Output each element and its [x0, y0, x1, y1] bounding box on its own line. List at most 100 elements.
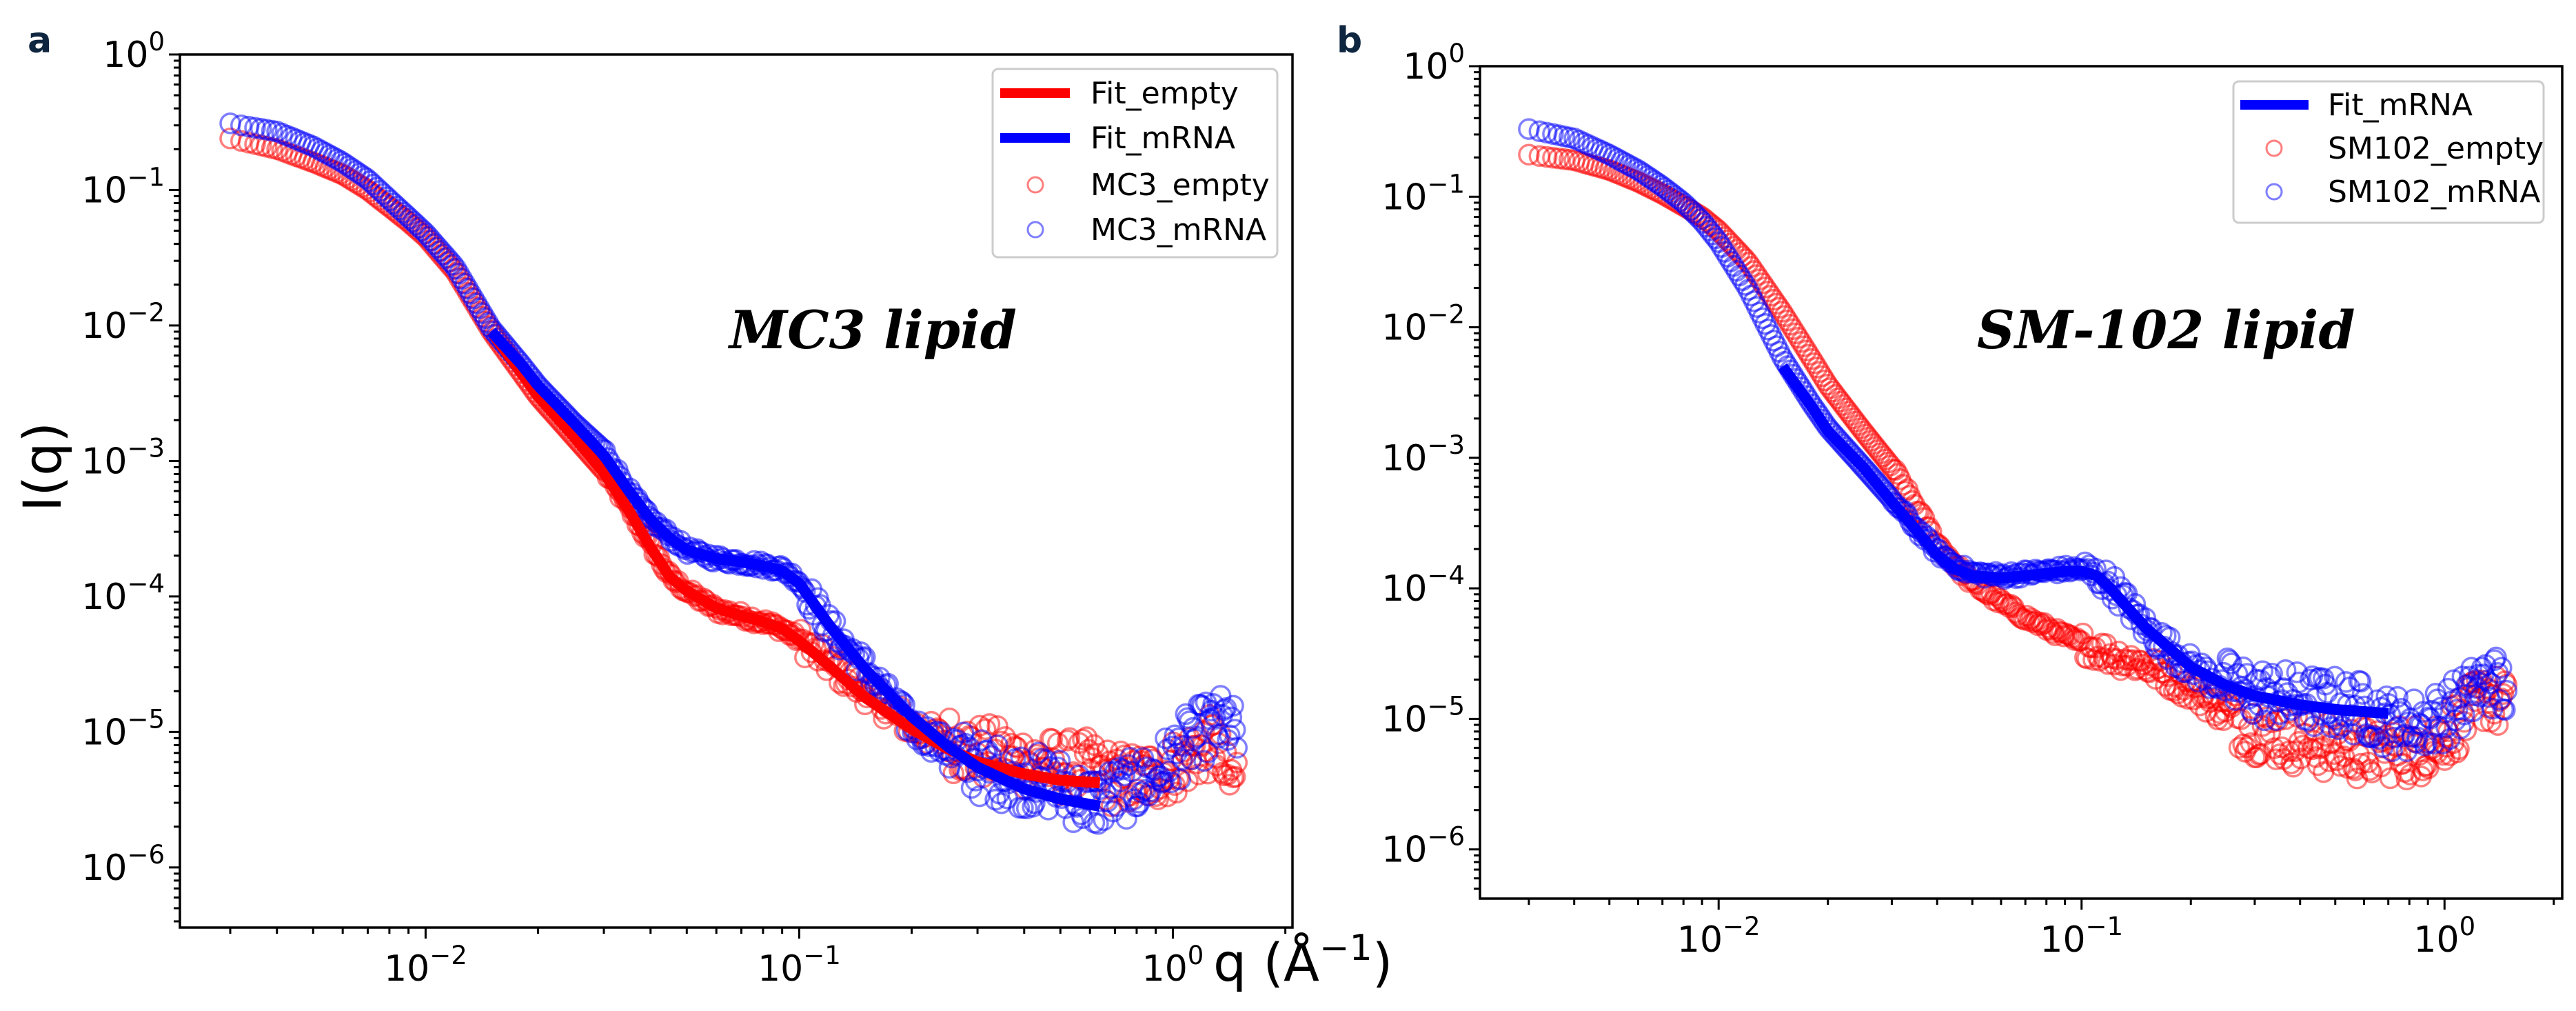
tick-exponent: −6	[127, 840, 165, 870]
y-tick-label: 10−5	[81, 704, 165, 753]
fit-line-Fit_mRNA	[1778, 363, 2391, 719]
data-point	[1075, 726, 1098, 748]
tick-exponent: −4	[1427, 561, 1465, 590]
tick-exponent: 0	[1188, 941, 1204, 970]
tick-exponent: −2	[429, 941, 467, 970]
data-point	[2492, 683, 2515, 705]
data-point	[2189, 694, 2211, 717]
tick-exponent: −2	[1723, 912, 1761, 941]
data-point	[1219, 724, 1241, 746]
tick-exponent: −1	[1427, 169, 1465, 199]
data-point	[2433, 749, 2456, 771]
y-tick-label: 10−4	[1381, 561, 1465, 610]
axes-frame	[1479, 65, 2564, 900]
legend-frame	[991, 68, 1279, 259]
tick-base: 10	[81, 577, 127, 618]
data-point	[1121, 760, 1143, 783]
tick-exponent: 0	[1448, 39, 1465, 68]
data-point	[1166, 742, 1188, 765]
data-point	[1153, 770, 1175, 793]
legend-frame	[2232, 80, 2545, 224]
data-point	[2491, 657, 2513, 679]
data-point	[1102, 800, 1124, 823]
data-point	[2483, 649, 2506, 671]
data-point	[1160, 771, 1182, 794]
y-tick-label: 10−6	[1381, 822, 1465, 871]
x-tick-label: 10−1	[758, 941, 841, 990]
data-point	[1226, 752, 1248, 774]
y-tick-label: 10−1	[81, 162, 165, 211]
tick-base: 10	[1403, 46, 1448, 88]
plot-area	[1518, 118, 2518, 791]
tick-exponent: −3	[127, 433, 165, 463]
data-point	[2379, 767, 2402, 790]
tick-exponent: −1	[127, 162, 165, 192]
tick-exponent: 0	[2460, 912, 2476, 941]
y-tick-label: 10−2	[1381, 300, 1465, 349]
y-tick-label: 10−3	[81, 433, 165, 482]
data-point	[2318, 750, 2340, 772]
legend-label-fit-mrna: Fit_mRNA	[2328, 88, 2473, 123]
panel-b-annotation: SM-102 lipid	[1977, 299, 2355, 361]
y-tick-label: 10−2	[81, 298, 165, 347]
panel-b-legend: Fit_mRNA SM102_empty SM102_mRNA	[2232, 80, 2545, 224]
tick-base: 10	[103, 34, 148, 76]
tick-base: 10	[81, 848, 127, 889]
data-point	[2303, 715, 2325, 737]
x-axis-label-sup: −1	[1319, 928, 1372, 969]
y-tick-label: 100	[103, 27, 165, 76]
y-tick-label: 100	[1403, 39, 1465, 88]
panel-letter-b: b	[1337, 20, 1362, 61]
tick-base: 10	[1142, 948, 1188, 990]
tick-exponent: −2	[127, 298, 165, 328]
data-point	[2228, 737, 2251, 759]
series-SM102_empty	[1518, 143, 2518, 791]
legend-marker-sm102-mrna	[2265, 183, 2283, 201]
data-point	[1166, 781, 1188, 804]
data-point	[2335, 671, 2357, 693]
data-point	[1048, 750, 1071, 772]
data-point	[1518, 143, 1540, 166]
tick-exponent: 0	[148, 27, 165, 57]
x-axis-label-main: q (Å	[1213, 932, 1319, 993]
panel-b-data	[1518, 118, 2518, 791]
data-point	[1222, 694, 1244, 717]
tick-base: 10	[81, 712, 127, 753]
y-tick-label: 10−6	[81, 840, 165, 889]
legend-label-mc3-empty: MC3_empty	[1091, 168, 1270, 203]
x-tick-label: 100	[2413, 912, 2475, 961]
tick-base: 10	[384, 948, 429, 990]
tick-base: 10	[2040, 919, 2085, 961]
y-tick-label: 10−4	[81, 569, 165, 618]
x-tick-label: 10−2	[1677, 912, 1761, 961]
legend-label-sm102-mrna: SM102_mRNA	[2328, 174, 2540, 210]
data-point	[791, 577, 814, 600]
legend-label-sm102-empty: SM102_empty	[2328, 131, 2544, 166]
tick-base: 10	[1381, 699, 1427, 740]
data-point	[1158, 760, 1180, 783]
tick-exponent: −2	[1427, 300, 1465, 330]
data-point	[2486, 661, 2509, 684]
data-point	[2485, 646, 2507, 669]
y-tick-label: 10−3	[1381, 430, 1465, 479]
tick-base: 10	[2413, 919, 2459, 961]
tick-base: 10	[81, 441, 127, 482]
tick-base: 10	[1677, 919, 1723, 961]
tick-base: 10	[1381, 308, 1427, 349]
data-point	[1224, 765, 1246, 788]
data-point	[858, 662, 880, 684]
data-point	[2286, 661, 2309, 683]
data-point	[1226, 737, 1248, 759]
data-point	[2282, 756, 2304, 778]
data-point	[2495, 679, 2518, 702]
tick-base: 10	[81, 170, 127, 211]
tick-base: 10	[1381, 568, 1427, 610]
plot-area	[219, 112, 1248, 835]
x-tick-label: 10−2	[384, 941, 467, 990]
tick-exponent: −1	[803, 941, 841, 970]
data-point	[1119, 747, 1142, 769]
x-axis-label: q (Å−1)	[1213, 928, 1392, 993]
